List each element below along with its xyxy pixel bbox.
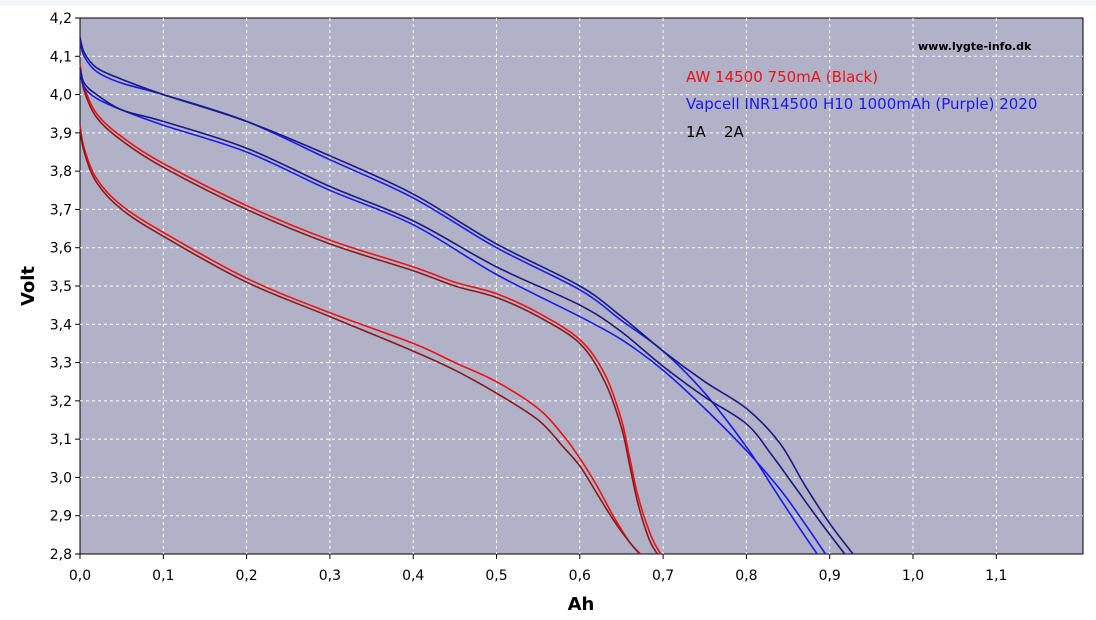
y-tick-label: 3,8 — [50, 164, 72, 180]
x-tick-label: 0,6 — [569, 568, 591, 584]
x-tick-label: 0,0 — [69, 568, 91, 584]
x-tick-label: 0,5 — [485, 568, 507, 584]
y-tick-label: 4,1 — [50, 49, 72, 65]
series-line — [79, 125, 642, 555]
y-tick-label: 4,2 — [50, 11, 72, 27]
tick-labels: 2,8 2,9 3,0 3,1 3,2 3,3 3,4 3,5 3,6 3,7 3,8 3,9 4,0 4… — [50, 11, 1008, 584]
legend-current-1a: 1A — [686, 123, 707, 141]
x-tick-label: 0,7 — [652, 568, 674, 584]
y-tick-label: 3,4 — [50, 317, 72, 333]
x-axis-label: Ah — [568, 594, 595, 615]
y-axis-label: Volt — [18, 266, 39, 306]
x-tick-label: 0,2 — [235, 568, 257, 584]
y-tick-label: 3,7 — [50, 202, 72, 218]
series-line — [79, 36, 854, 555]
watermark-text: www.lygte-info.dk — [918, 40, 1032, 53]
series-layer — [79, 36, 854, 555]
x-tick-label: 1,1 — [985, 568, 1007, 584]
x-tick-label: 0,8 — [735, 568, 757, 584]
y-tick-label: 3,6 — [50, 241, 72, 257]
x-tick-label: 0,4 — [402, 568, 424, 584]
series-line — [79, 67, 659, 555]
y-tick-label: 4,0 — [50, 88, 72, 104]
grid-lines — [80, 18, 1083, 554]
legend-vapcell: Vapcell INR14500 H10 1000mAh (Purple) 20… — [686, 95, 1037, 113]
y-tick-label: 3,1 — [50, 432, 72, 448]
legend-current-2a: 2A — [724, 123, 745, 141]
y-tick-label: 3,5 — [50, 279, 72, 295]
series-line — [79, 67, 846, 555]
series-line — [79, 63, 662, 555]
y-tick-label: 2,8 — [50, 547, 72, 563]
y-tick-label: 3,3 — [50, 356, 72, 372]
top-strip — [0, 0, 1096, 6]
y-tick-label: 3,9 — [50, 126, 72, 142]
x-tick-label: 0,1 — [152, 568, 174, 584]
y-tick-label: 3,0 — [50, 470, 72, 486]
y-tick-label: 2,9 — [50, 509, 72, 525]
y-tick-label: 3,2 — [50, 394, 72, 410]
x-tick-label: 0,9 — [819, 568, 841, 584]
series-line — [79, 128, 641, 555]
x-tick-label: 0,3 — [319, 568, 341, 584]
series-line — [79, 40, 818, 555]
legend-aw: AW 14500 750mA (Black) — [686, 68, 878, 86]
x-tick-label: 1,0 — [902, 568, 924, 584]
